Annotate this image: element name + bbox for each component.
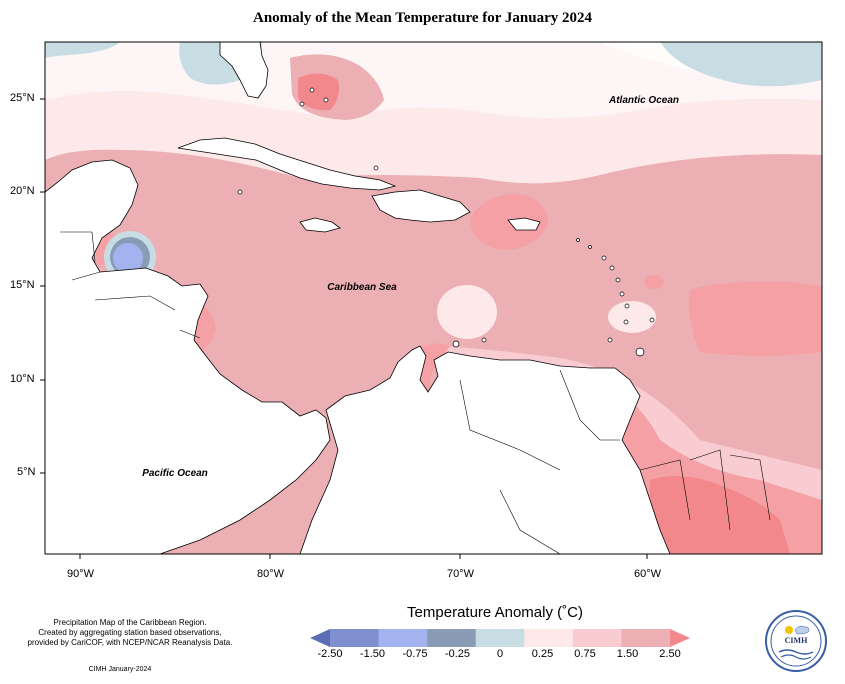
land-cuba	[177, 137, 397, 191]
legend-title: Temperature Anomaly (˚C)	[407, 604, 583, 621]
country-borders	[60, 231, 771, 554]
label-caribbean-sea: Caribbean Sea	[327, 282, 397, 293]
legend-colorbar	[310, 629, 690, 647]
legend-tick-label: 2.50	[659, 648, 681, 660]
anomaly-field	[45, 42, 822, 554]
land-jamaica	[299, 217, 341, 233]
lon-label-90: 90°W	[67, 568, 95, 580]
lon-label-80: 80°W	[257, 568, 285, 580]
lat-label-15: 15°N	[10, 279, 35, 291]
legend-tick-label: -1.50	[359, 648, 386, 660]
lon-label-70: 70°W	[447, 568, 475, 580]
legend-swatch	[330, 629, 380, 647]
credit-footer: CIMH January-2024	[88, 666, 152, 673]
axis-ticks	[40, 98, 648, 559]
map-title: Anomaly of the Mean Temperature for Janu…	[252, 10, 592, 26]
legend-swatch	[572, 629, 622, 647]
legend-swatch	[475, 629, 525, 647]
lesser-antilles	[237, 87, 655, 357]
legend-tick-label: 0.25	[531, 648, 554, 660]
legend-swatch	[427, 629, 477, 647]
legend-tick-label: 0.75	[574, 648, 596, 660]
credit-text: Precipitation Map of the Caribbean Regio…	[27, 618, 233, 647]
legend-tick-label: -0.75	[402, 648, 428, 660]
land-hispaniola	[371, 189, 471, 223]
land-florida	[219, 42, 269, 99]
legend-swatch-max	[670, 629, 690, 647]
legend-swatch-min	[310, 629, 330, 647]
lat-label-25: 25°N	[10, 92, 35, 104]
legend-tick-label: 1.50	[616, 648, 639, 660]
label-atlantic-ocean: Atlantic Ocean	[608, 95, 679, 106]
lat-label-10: 10°N	[10, 373, 35, 385]
cimh-logo: CIMH	[765, 610, 827, 672]
legend-swatch	[378, 629, 428, 647]
lat-label-20: 20°N	[10, 185, 35, 197]
legend-tick-label: -0.25	[444, 648, 471, 660]
logo-text: CIMH	[784, 636, 808, 645]
land-puerto-rico	[507, 217, 541, 231]
lat-label-5: 5°N	[17, 466, 36, 478]
lon-label-60: 60°W	[634, 568, 662, 580]
legend-swatch	[621, 629, 671, 647]
map-frame	[44, 41, 823, 555]
label-pacific-ocean: Pacific Ocean	[142, 468, 208, 479]
legend-tick-label: -2.50	[317, 648, 343, 660]
land-mexico-central-america	[45, 159, 331, 554]
legend-swatch	[524, 629, 574, 647]
legend-tick-label: 0	[496, 648, 504, 660]
land-south-america	[299, 345, 671, 554]
